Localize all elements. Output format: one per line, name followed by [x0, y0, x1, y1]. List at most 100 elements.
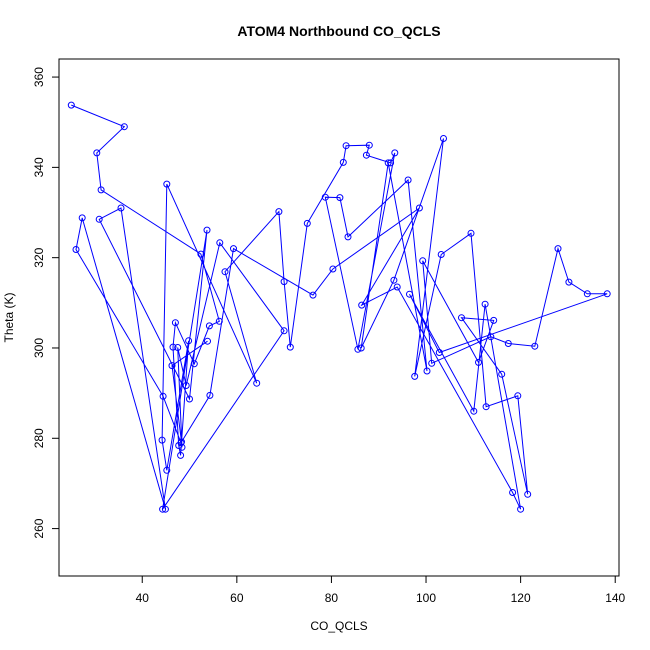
data-point	[428, 359, 436, 367]
data-point	[280, 327, 288, 335]
data-point	[358, 301, 366, 309]
data-point	[205, 322, 213, 330]
plot-frame	[58, 58, 620, 577]
data-point	[384, 159, 392, 167]
data-point	[329, 265, 337, 273]
data-point	[203, 226, 211, 234]
data-point	[275, 208, 283, 216]
x-tick-label: 60	[230, 591, 244, 605]
data-point	[440, 135, 447, 142]
data-point	[280, 278, 288, 286]
data-point	[475, 358, 482, 366]
data-point	[174, 344, 182, 351]
data-point	[178, 438, 185, 446]
data-point	[72, 246, 80, 253]
data-point	[531, 342, 539, 350]
data-point	[186, 395, 193, 403]
data-point	[93, 149, 101, 157]
x-tick-label: 80	[325, 591, 339, 605]
x-axis: 40 60 80 100 120 140	[136, 576, 626, 605]
y-axis: 260 280 300 320 340 360	[32, 67, 59, 539]
data-point	[524, 490, 532, 498]
data-point	[415, 204, 423, 212]
data-point	[517, 505, 525, 513]
data-point	[171, 319, 179, 327]
y-axis-label: Theta (K)	[2, 292, 16, 342]
x-tick-label: 100	[416, 591, 436, 605]
data-point	[583, 290, 591, 298]
data-point	[498, 370, 506, 378]
data-point	[97, 186, 105, 194]
series-line	[71, 104, 608, 510]
data-point	[158, 436, 166, 444]
data-point	[435, 349, 443, 356]
data-point	[509, 489, 517, 496]
x-tick-label: 140	[605, 591, 625, 605]
data-point	[67, 101, 75, 109]
data-point	[190, 360, 198, 368]
data-point	[309, 291, 317, 299]
data-point	[467, 229, 475, 237]
x-tick-label: 40	[136, 591, 150, 605]
data-point	[362, 151, 370, 159]
y-tick-label: 360	[32, 67, 46, 87]
data-point	[204, 337, 211, 345]
y-tick-label: 320	[32, 247, 46, 267]
data-point	[169, 343, 177, 351]
data-point	[437, 251, 445, 258]
data-point	[470, 407, 478, 415]
data-point	[159, 505, 167, 513]
data-point	[117, 204, 125, 212]
data-point	[178, 443, 186, 451]
data-point	[514, 392, 522, 400]
data-point	[336, 194, 344, 202]
data-point	[387, 159, 395, 167]
data-point	[342, 142, 350, 150]
data-point	[419, 257, 427, 265]
data-point	[159, 392, 167, 400]
data-point	[565, 278, 573, 286]
y-tick-label: 340	[32, 157, 46, 177]
data-point	[230, 245, 237, 253]
data-point	[120, 123, 128, 131]
data-point	[404, 176, 412, 184]
chart-title: ATOM4 Northbound CO_QCLS	[237, 23, 440, 39]
data-point	[344, 233, 352, 241]
data-point	[357, 344, 365, 352]
data-point	[481, 300, 489, 308]
data-point	[161, 505, 169, 513]
data-point	[197, 250, 205, 258]
data-point	[321, 193, 329, 201]
data-point	[393, 283, 401, 291]
data-point	[390, 276, 398, 284]
data-point	[423, 367, 431, 375]
data-point	[216, 239, 224, 247]
data-point	[253, 379, 261, 387]
data-point	[554, 245, 562, 253]
data-point	[163, 180, 171, 188]
data-point	[185, 337, 193, 345]
data-point	[78, 214, 86, 222]
y-tick-label: 280	[32, 428, 46, 448]
data-point	[490, 316, 498, 324]
x-tick-label: 120	[511, 591, 531, 605]
data-point	[458, 314, 465, 322]
data-point	[168, 362, 176, 370]
data-point	[339, 158, 347, 166]
data-point	[177, 451, 185, 459]
data-point	[354, 345, 362, 353]
data-point	[482, 403, 490, 411]
data-point	[182, 382, 190, 389]
series-points	[67, 101, 611, 513]
y-tick-label: 260	[32, 518, 46, 538]
x-axis-label: CO_QCLS	[310, 619, 367, 633]
data-point	[365, 141, 373, 149]
data-point	[215, 317, 223, 325]
data-point	[391, 149, 399, 157]
data-point	[95, 215, 103, 223]
data-point	[163, 466, 171, 474]
data-point	[487, 333, 495, 341]
data-point	[406, 290, 413, 298]
